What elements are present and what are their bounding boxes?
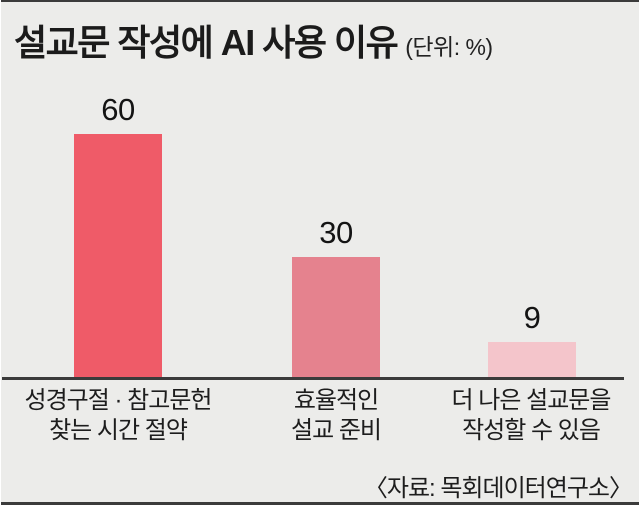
category-label-1: 성경구절 · 참고문헌 찾는 시간 절약 <box>24 387 213 444</box>
bar-2 <box>292 257 380 379</box>
bar-value-label-1: 60 <box>101 92 135 127</box>
chart-title-text: 설교문 작성에 AI 사용 이유 <box>14 22 399 63</box>
category-label-2: 효율적인 설교 준비 <box>291 387 382 444</box>
chart-title: 설교문 작성에 AI 사용 이유 (단위: %) <box>14 14 626 66</box>
bar-value-label-2: 30 <box>319 215 353 250</box>
bar-3 <box>488 342 576 379</box>
chart-unit-label: (단위: %) <box>405 34 493 60</box>
plot-area: 60 30 9 <box>74 92 576 379</box>
bar-1 <box>74 134 162 379</box>
category-label-3: 더 나은 설교문을 작성할 수 있음 <box>451 387 612 444</box>
bar-value-label-3: 9 <box>523 300 541 335</box>
source-credit: 〈자료: 목회데이터연구소〉 <box>363 475 633 502</box>
x-axis-line <box>2 377 624 380</box>
